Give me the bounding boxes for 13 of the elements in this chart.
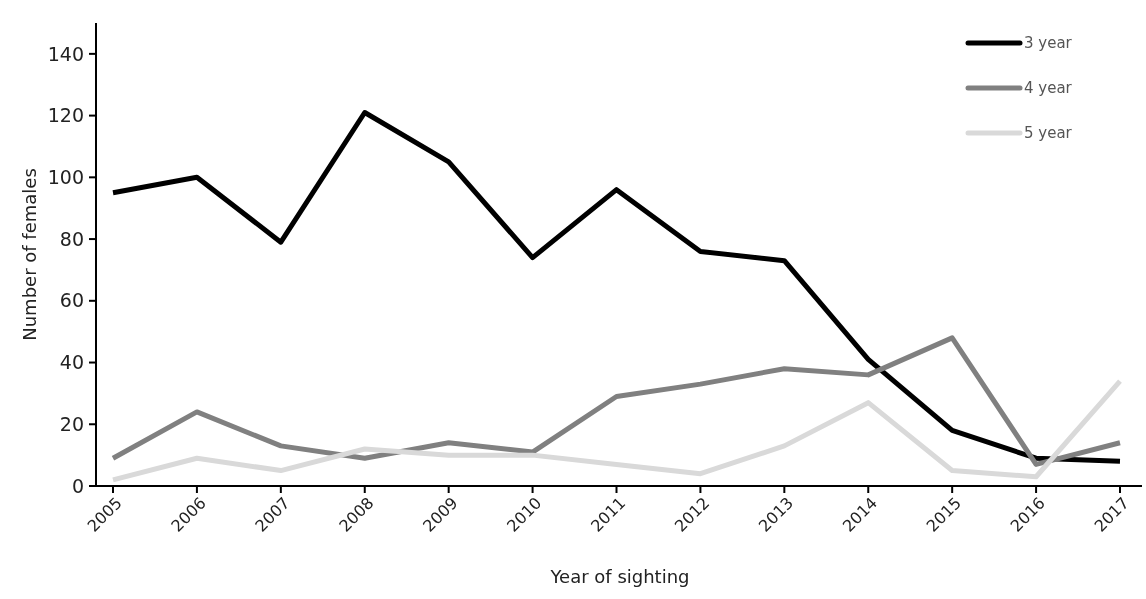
y-tick-label: 0 — [71, 474, 84, 497]
y-tick-label: 80 — [59, 227, 84, 250]
y-tick-label: 100 — [47, 165, 84, 188]
y-tick-label: 60 — [59, 289, 84, 312]
legend-label: 4 year — [1024, 79, 1073, 98]
legend-label: 3 year — [1024, 34, 1073, 53]
y-tick-label: 20 — [59, 412, 84, 435]
y-tick-label: 140 — [47, 42, 84, 65]
y-tick-label: 120 — [47, 104, 84, 127]
x-axis-title: Year of sighting — [549, 566, 690, 587]
y-tick-label: 40 — [59, 351, 84, 374]
y-axis-title: Number of females — [19, 168, 40, 341]
legend-label: 5 year — [1024, 124, 1073, 143]
